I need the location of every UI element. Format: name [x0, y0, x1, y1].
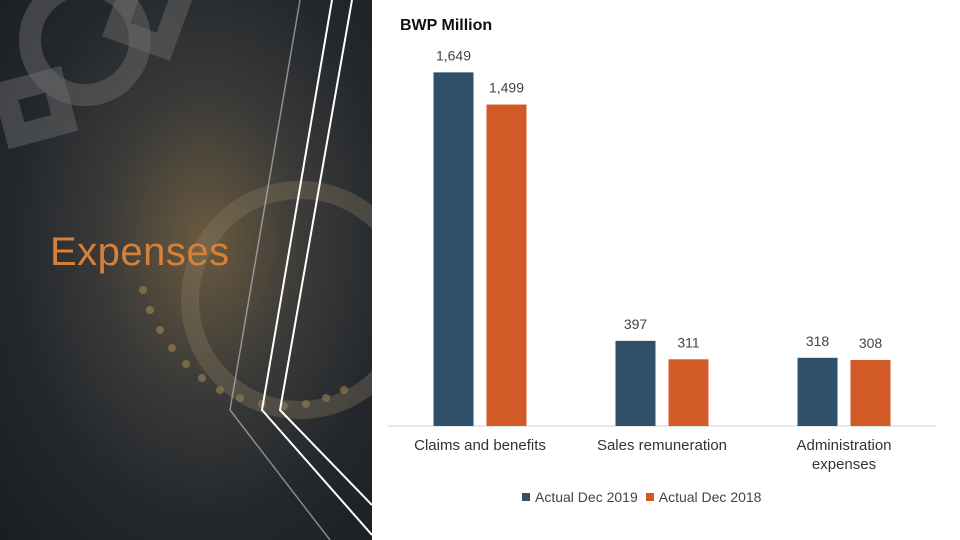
legend-swatch-2018: [645, 493, 654, 501]
legend-item-2019: Actual Dec 2019: [522, 489, 638, 505]
data-label-administration-expenses-2018: 308: [859, 335, 883, 351]
bar-claims-and-benefits-2018: [486, 104, 527, 426]
chart-legend: Actual Dec 2019 Actual Dec 2018: [522, 489, 769, 505]
legend-swatch-2019: [522, 493, 530, 501]
diagonal-lines: [260, 0, 372, 536]
unit-label: BWP Million: [400, 17, 493, 34]
category-label-claims-and-benefits: Claims and benefits: [414, 437, 546, 454]
bar-sales-remuneration-2019: [615, 340, 656, 426]
category-label-sales-remuneration: Sales remuneration: [597, 437, 727, 454]
legend-label-2019: Actual Dec 2019: [535, 489, 638, 505]
legend-item-2018: Actual Dec 2018: [645, 489, 762, 505]
bar-sales-remuneration-2018: [668, 359, 709, 426]
data-label-claims-and-benefits-2018: 1,499: [489, 80, 524, 96]
data-label-administration-expenses-2019: 318: [806, 333, 830, 349]
gear-icon: [0, 0, 198, 150]
legend-label-2018: Actual Dec 2018: [658, 489, 762, 505]
category-label-administration-expenses: Administration expenses: [796, 437, 891, 473]
decorative-graphic: [0, 0, 372, 540]
background-photo-panel: [0, 0, 372, 540]
data-label-sales-remuneration-2018: 311: [677, 334, 700, 350]
data-label-claims-and-benefits-2019: 1,649: [436, 47, 471, 63]
data-label-sales-remuneration-2019: 397: [624, 316, 648, 332]
bar-administration-expenses-2018: [850, 359, 891, 426]
bar-administration-expenses-2019: [797, 357, 838, 426]
bar-claims-and-benefits-2019: [433, 72, 474, 427]
chain-decoration: [139, 286, 348, 410]
page-title: Expenses: [50, 230, 230, 274]
